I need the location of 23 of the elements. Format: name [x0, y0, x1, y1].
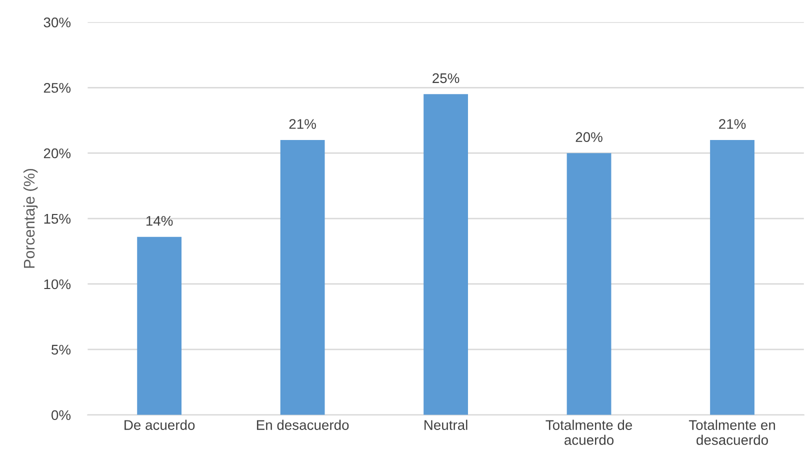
y-tick-label: 0% — [52, 410, 71, 420]
data-label: 25% — [432, 73, 460, 84]
bar — [280, 140, 325, 415]
data-label: 20% — [576, 132, 602, 142]
x-tick-label: En desacuerdo — [256, 420, 349, 430]
data-label: 14% — [146, 216, 173, 226]
y-tick-label: 20% — [44, 148, 71, 158]
bar — [710, 140, 754, 415]
x-tick-label: Neutral — [424, 420, 468, 430]
x-tick-label: Totalmente en desacuerdo — [688, 420, 775, 445]
y-tick-label: 5% — [52, 344, 71, 355]
y-axis-title: Porcentaje (%) — [23, 168, 38, 268]
x-tick-label: Totalmente de acuerdo — [546, 420, 632, 445]
y-tick-label: 10% — [44, 279, 71, 290]
x-tick-label: De acuerdo — [124, 420, 195, 430]
y-tick-label: 30% — [44, 18, 71, 28]
bar — [566, 153, 612, 415]
data-label: 21% — [289, 119, 316, 129]
data-label: 21% — [719, 119, 746, 129]
bar — [424, 94, 468, 415]
y-tick-label: 15% — [44, 214, 71, 224]
y-tick-label: 25% — [44, 82, 71, 93]
bar — [137, 236, 182, 415]
